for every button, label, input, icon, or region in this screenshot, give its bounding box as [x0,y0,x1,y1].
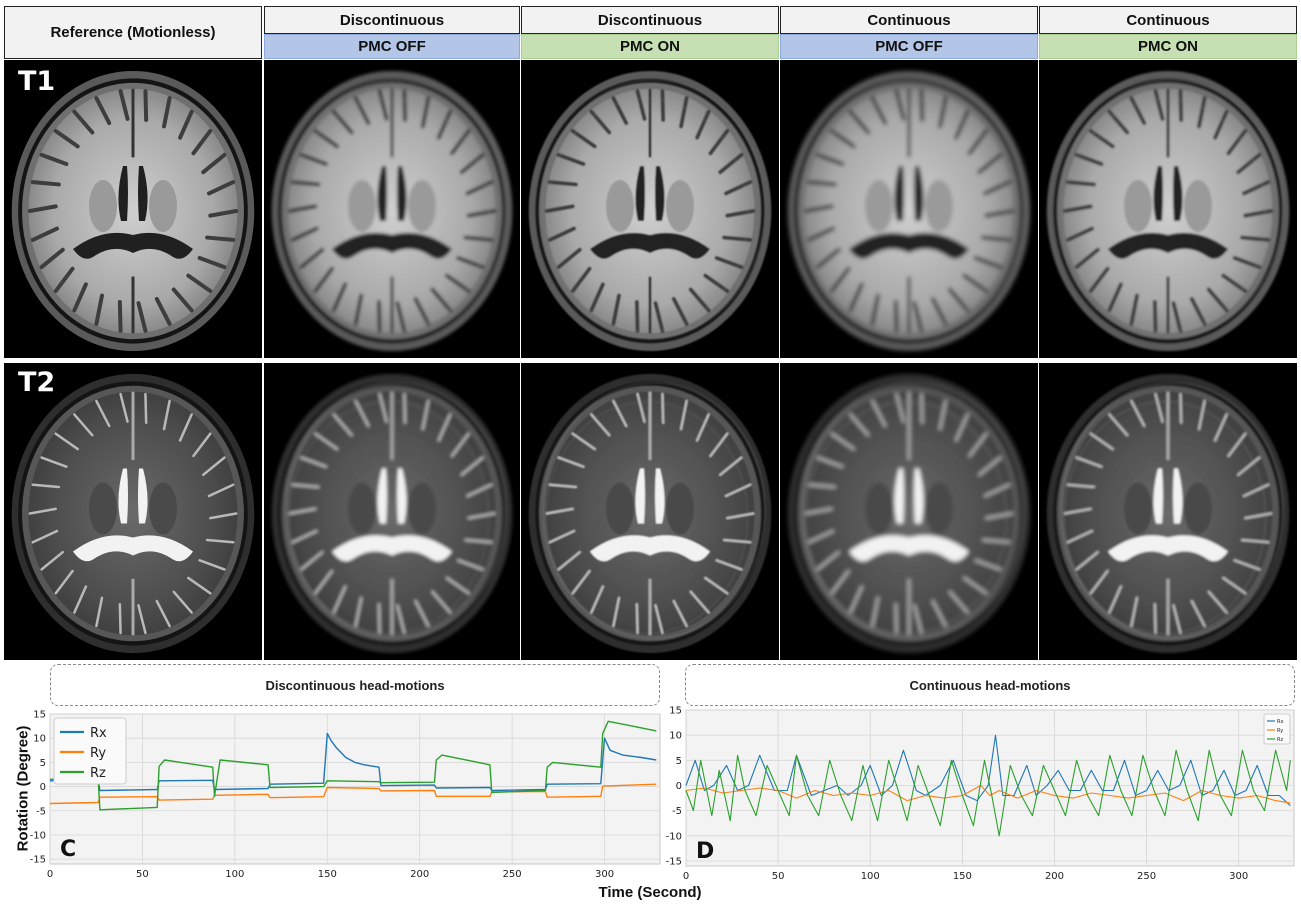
legend-box [1263,713,1291,745]
y-tick-label: -10 [666,831,682,842]
legend-label: Ry [90,746,106,761]
y-tick-label: -5 [672,806,682,817]
legend-label: Rz [90,766,106,781]
x-tick-label: 300 [595,869,614,880]
x-tick-label: 250 [503,869,522,880]
pmc-label-2: PMC ON [620,38,680,55]
caption-continuous: Continuous head-motions [685,664,1295,706]
row-label-t1: T1 [18,66,56,97]
x-tick-label: 0 [47,869,53,880]
plot-area [49,713,661,865]
legend-label: Rx [1277,719,1283,725]
pmc-label-3: PMC OFF [875,38,943,55]
column-header-3: Continuous [780,6,1038,34]
mri-panel-t1-continuous-pmc-off [780,60,1038,358]
series-line-ry [685,784,1291,804]
brain-slice-image [271,373,513,654]
caption-continuous-label: Continuous head-motions [909,677,1071,693]
mri-panel-t2-reference [4,363,262,660]
pmc-label-4: PMC ON [1138,38,1198,55]
row-divider [0,359,1301,363]
x-axis-title: Time (Second) [598,884,702,901]
legend-box [53,717,127,785]
series-line-rx [685,734,1291,807]
x-tick-label: 50 [136,869,149,880]
mri-panel-t2-discontinuous-pmc-on [521,363,779,660]
x-tick-label: 150 [953,871,972,882]
plot-area [685,709,1295,867]
column-title-2: Discontinuous [597,11,703,29]
mri-panel-t2-discontinuous-pmc-off [264,363,520,660]
pmc-badge-3: PMC OFF [780,34,1038,59]
y-tick-label: 15 [33,710,46,721]
x-tick-label: 150 [318,869,337,880]
mri-panel-t2-continuous-pmc-off [780,363,1038,660]
y-tick-label: 0 [40,782,46,793]
legend-label: Rz [1277,737,1283,743]
x-tick-label: 100 [861,871,880,882]
column-title-3: Continuous [867,11,951,29]
y-tick-label: 0 [676,781,682,792]
column-header-4: Continuous [1039,6,1297,34]
panel-letter: C [60,837,76,862]
x-tick-label: 50 [772,871,785,882]
reference-header: Reference (Motionless) [4,6,262,59]
column-title-1: Discontinuous [339,11,445,29]
column-header-2: Discontinuous [521,6,779,34]
legend-label: Ry [1277,728,1283,734]
x-tick-label: 0 [683,871,689,882]
pmc-label-1: PMC OFF [358,38,426,55]
x-tick-label: 100 [225,869,244,880]
series-line-rz [685,749,1291,837]
y-axis-title: Rotation (Degree) [14,725,32,852]
mri-panel-t1-discontinuous-pmc-off [264,60,520,358]
mri-panel-t2-continuous-pmc-on [1039,363,1297,660]
series-line-rz [49,720,657,811]
y-tick-label: 10 [669,731,682,742]
chart-c: 0 50 100 150 200 250 300 -15 -10 -5 0 5 10 15 C Rx Ry Rz [30,710,661,880]
brain-slice-image [11,70,255,352]
y-tick-label: -15 [666,856,682,867]
y-tick-label: 5 [40,758,46,769]
brain-slice-image [787,373,1031,654]
pmc-badge-4: PMC ON [1039,34,1297,59]
series-line-ry [49,783,657,805]
x-tick-label: 200 [1045,871,1064,882]
brain-slice-image [11,373,255,654]
x-tick-label: 300 [1229,871,1248,882]
y-tick-label: 5 [676,756,682,767]
y-tick-label: -10 [30,830,46,841]
x-tick-label: 250 [1137,871,1156,882]
y-tick-label: 10 [33,734,46,745]
y-tick-label: 15 [669,706,682,717]
series-line-rx [49,732,657,792]
chart-d: 0 50 100 150 200 250 300 -15 -10 -5 0 5 10 15 D Rx Ry Rz [666,706,1295,882]
pmc-badge-2: PMC ON [521,34,779,59]
brain-slice-image [1046,70,1290,352]
brain-slice-image [271,70,513,352]
column-header-1: Discontinuous [264,6,520,34]
reference-header-label: Reference (Motionless) [50,24,216,41]
panel-letter: D [696,839,714,864]
caption-discontinuous: Discontinuous head-motions [50,664,660,706]
caption-discontinuous-label: Discontinuous head-motions [265,677,445,693]
mri-panel-t1-discontinuous-pmc-on [521,60,779,358]
y-tick-label: -15 [30,855,46,866]
brain-slice-image [1046,373,1290,654]
column-title-4: Continuous [1126,11,1210,29]
brain-slice-image [528,70,772,352]
mri-panel-t1-reference [4,60,262,358]
legend-label: Rx [90,726,107,741]
y-tick-label: -5 [36,806,46,817]
row-label-t2: T2 [18,367,56,398]
brain-slice-image [528,373,772,654]
x-tick-label: 200 [410,869,429,880]
mri-panel-t1-continuous-pmc-on [1039,60,1297,358]
pmc-badge-1: PMC OFF [264,34,520,59]
brain-slice-image [787,70,1031,352]
